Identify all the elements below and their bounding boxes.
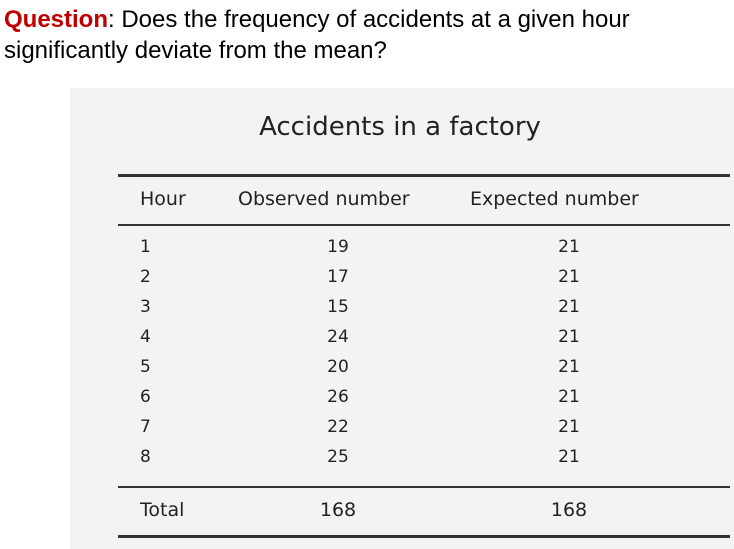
cell-observed: 15: [327, 297, 349, 317]
cell-observed: 24: [327, 327, 349, 347]
total-observed: 168: [319, 499, 357, 521]
table-total-rule: [118, 486, 730, 488]
cell-hour: 1: [140, 237, 151, 257]
table-row: 3 15 21: [70, 297, 730, 327]
header-expected: Expected number: [470, 188, 639, 210]
cell-hour: 7: [140, 417, 151, 437]
table-row: 4 24 21: [70, 327, 730, 357]
cell-observed: 20: [327, 357, 349, 377]
cell-observed: 25: [327, 447, 349, 467]
table-header-rule: [118, 224, 730, 226]
cell-expected: 21: [558, 417, 580, 437]
cell-hour: 6: [140, 387, 151, 407]
cell-expected: 21: [558, 267, 580, 287]
question-label: Question: [4, 6, 109, 33]
cell-hour: 2: [140, 267, 151, 287]
cell-hour: 5: [140, 357, 151, 377]
cell-expected: 21: [558, 327, 580, 347]
header-observed: Observed number: [238, 188, 410, 210]
table-row: 7 22 21: [70, 417, 730, 447]
cell-expected: 21: [558, 447, 580, 467]
table-row: 8 25 21: [70, 447, 730, 477]
question-body: : Does the frequency of accidents at a g…: [4, 6, 630, 64]
question-text: Question: Does the frequency of accident…: [4, 4, 732, 66]
header-hour: Hour: [140, 188, 186, 210]
table-top-rule: [118, 174, 730, 177]
cell-expected: 21: [558, 387, 580, 407]
cell-observed: 22: [327, 417, 349, 437]
table-row: 1 19 21: [70, 237, 730, 267]
total-expected: 168: [550, 499, 588, 521]
total-label: Total: [140, 499, 185, 521]
cell-observed: 17: [327, 267, 349, 287]
table-row: 2 17 21: [70, 267, 730, 297]
table-row: 5 20 21: [70, 357, 730, 387]
table-title: Accidents in a factory: [259, 112, 541, 142]
cell-expected: 21: [558, 297, 580, 317]
cell-hour: 4: [140, 327, 151, 347]
cell-observed: 19: [327, 237, 349, 257]
cell-observed: 26: [327, 387, 349, 407]
table-body: 1 19 21 2 17 21 3 15 21 4 24 21 5 20 21 6 26 21 7 22 21 8 25 21: [70, 237, 730, 477]
table-bottom-rule: [118, 535, 730, 538]
cell-hour: 8: [140, 447, 151, 467]
table-panel: Accidents in a factory Hour Observed num…: [70, 88, 734, 549]
cell-expected: 21: [558, 237, 580, 257]
table-row: 6 26 21: [70, 387, 730, 417]
cell-expected: 21: [558, 357, 580, 377]
cell-hour: 3: [140, 297, 151, 317]
